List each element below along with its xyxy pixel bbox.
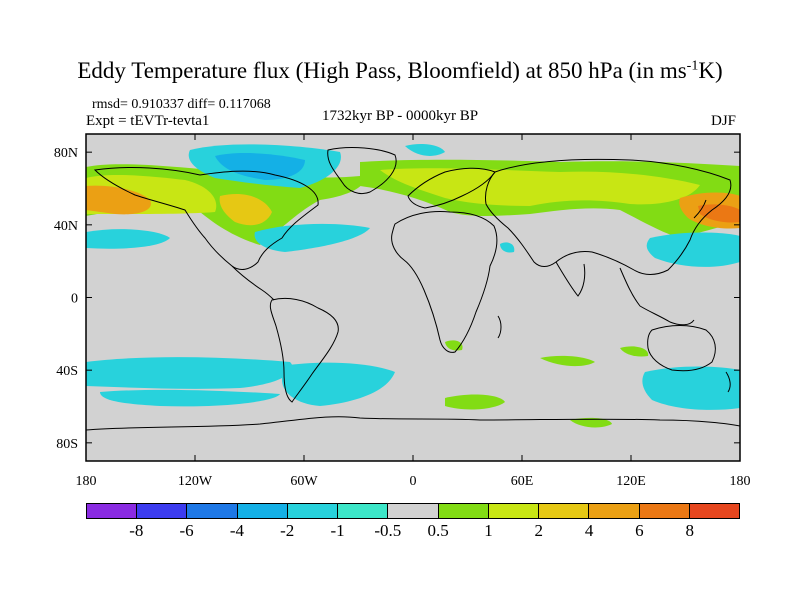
y-tick-label: 80S [56,437,78,452]
anomaly-s-pacific-green [620,346,649,357]
anomaly-s-indian-cyan [642,366,740,410]
anomaly-atlantic-cyan [254,223,370,252]
anomaly-w-pacific-cyan [646,232,740,267]
colorbar-label: -2 [280,521,295,540]
colorbar-swatch [388,504,439,518]
colorbar-label: 4 [584,521,594,540]
y-axis-ticks: 80N 40N 0 40S 80S [54,146,740,452]
period-label: 1732kyr BP - 0000kyr BP [322,108,479,124]
australia-outline [647,325,716,372]
colorbar-swatch [187,504,238,518]
colorbar-swatch [237,504,288,518]
anomaly-greenland-cyan [405,144,445,156]
colorbar-label: -8 [129,521,144,540]
anomaly-s-atlantic-cyan [282,362,395,406]
antarctica-outline [86,416,740,431]
x-tick-label: 180 [730,474,751,489]
colorbar-label: 1 [484,521,493,540]
x-axis-ticks: 180 120W 60W 0 60E 120E 180 [76,134,751,489]
anomaly-s-pacific-cyan [86,357,293,389]
colorbar-swatch [287,504,339,518]
central-america-outline [231,265,275,301]
x-tick-label: 60W [290,474,318,489]
colorbar-swatch [539,504,590,518]
madagascar-outline [497,315,502,339]
anomaly-s-atlantic-green [540,355,595,367]
colorbar-swatch [438,504,489,518]
continent-outlines [86,147,740,431]
x-tick-label: 120E [616,474,646,489]
colorbar-swatch [488,504,540,518]
colorbar [86,503,740,519]
colorbar-label: -6 [179,521,194,540]
north-america-outline [93,167,319,270]
colorbar-label: -1 [330,521,345,540]
x-tick-label: 180 [76,474,97,489]
india-outline [555,261,586,297]
anomaly-antarctic-green [570,417,612,428]
colorbar-swatch [87,504,138,518]
colorbar-swatch [689,504,740,518]
y-tick-label: 80N [54,146,78,161]
new-zealand-outline [725,371,731,393]
y-tick-label: 40S [56,364,78,379]
europe-outline [407,167,496,209]
season-label: DJF [711,113,737,129]
se-asia-outline [619,267,695,326]
colorbar-label: 2 [534,521,544,540]
anomaly-mideast-cyan [500,242,515,253]
y-tick-label: 40N [54,219,78,234]
anomaly-n-america-yellow [219,193,272,226]
experiment-label: Expt = tEVTr-tevta1 [86,113,210,129]
x-tick-label: 60E [511,474,534,489]
colorbar-label: -4 [229,521,245,540]
colorbar-swatch [639,504,690,518]
anomaly-canada-deep-blue [215,153,305,180]
rmsd-text: rmsd= 0.910337 diff= 0.117068 [92,97,271,112]
anomaly-w-pacific-red [698,204,740,223]
x-tick-label: 0 [410,474,417,489]
colorbar-label: 6 [635,521,644,540]
south-america-outline [269,297,339,403]
colorbar-swatch [338,504,389,518]
colorbar-swatch [137,504,188,518]
anomaly-n-pacific-cyan [86,229,170,249]
asia-outline [485,158,732,275]
colorbar-label: 0.5 [427,521,449,540]
greenland-outline [327,147,397,195]
x-tick-label: 120W [178,474,213,489]
chart-title: Eddy Temperature flux (High Pass, Bloomf… [77,58,723,83]
anomaly-s-ocean-green [445,394,505,410]
anomaly-s-pacific-cyan2 [100,389,280,407]
japan-outline [693,199,707,219]
colorbar-label: -0.5 [374,521,402,540]
colorbar-swatch [589,504,640,518]
anomaly-n-pacific-orange [86,185,151,215]
africa-outline [391,211,498,353]
y-tick-label: 0 [71,292,78,307]
colorbar-label: 8 [685,521,694,540]
